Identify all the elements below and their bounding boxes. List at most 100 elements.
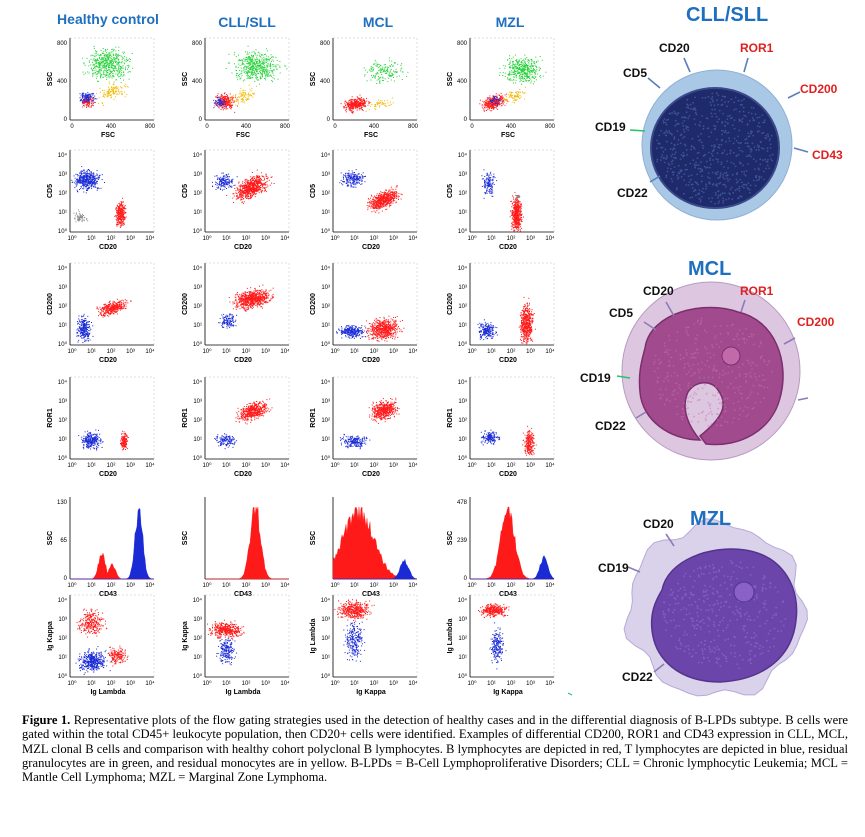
plot-y-tick: 10³ — [193, 285, 202, 291]
plot-y-label: SSC — [310, 72, 317, 86]
plot-y-label: CD200 — [447, 293, 454, 315]
plot-x-tick: 10¹ — [87, 463, 96, 469]
plot-y-tick: 10¹ — [321, 655, 330, 661]
population-cloud-0 — [518, 296, 536, 345]
plot-y-tick: 10¹ — [58, 210, 67, 216]
plot-x-tick: 400 — [106, 124, 117, 130]
plot-x-tick: 10⁰ — [330, 680, 340, 687]
plot-r4-c2: CD43 SSC 10⁰ 10¹ 10² 10³ 10⁴ — [310, 497, 418, 598]
plot-y-tick: 10² — [458, 191, 467, 197]
histogram-peak-2 — [70, 508, 155, 580]
plot-x-tick: 10⁴ — [545, 235, 555, 242]
plot-x-tick: 400 — [241, 124, 252, 130]
plot-y-tick: 10³ — [58, 285, 67, 291]
plot-x-tick: 10⁴ — [280, 582, 290, 589]
plot-y-label: Ig Kappa — [47, 621, 54, 651]
population-cloud-1 — [76, 313, 94, 344]
plot-x-tick: 10⁴ — [145, 348, 155, 355]
plot-y-tick: 10³ — [58, 617, 67, 623]
plot-x-label: FSC — [101, 132, 115, 139]
plot-x-tick: 10¹ — [87, 349, 96, 355]
mcl-marker-cd19: CD19 — [580, 371, 611, 385]
plot-y-tick: 10¹ — [58, 655, 67, 661]
plot-y-tick: 10⁰ — [58, 455, 68, 462]
population-cloud-2 — [515, 194, 521, 199]
plot-y-tick: 10⁰ — [193, 455, 203, 462]
plot-x-label: Ig Kappa — [493, 689, 523, 696]
plot-y-tick: 10⁴ — [58, 152, 68, 159]
plot-y-label: CD5 — [447, 184, 454, 198]
plot-r5-c3: Ig Kappa Ig Lambda 10⁰ 10¹ 10² 10³ 10⁴ 10⁰ 10¹ 10… — [447, 594, 555, 696]
cll-marker-cd43: CD43 — [812, 148, 843, 162]
plot-y-tick: 10² — [321, 636, 330, 642]
plot-x-tick: 10¹ — [350, 463, 359, 469]
plot-y-tick: 10¹ — [321, 323, 330, 329]
plot-y-tick: 10⁴ — [321, 597, 331, 604]
plot-y-tick: 10² — [58, 191, 67, 197]
plot-y-tick: 10⁴ — [458, 152, 468, 159]
plot-y-tick: 65 — [60, 538, 67, 544]
plot-y-label: SSC — [310, 531, 317, 545]
plot-y-tick: 10³ — [321, 285, 330, 291]
plot-y-tick: 10⁴ — [193, 152, 203, 159]
plot-x-tick: 10² — [242, 681, 251, 687]
plot-r0-c2: FSC SSC 0 400 800 0 400 800 — [310, 37, 419, 139]
cll-marker-cd200: CD200 — [800, 82, 838, 96]
plot-x-label: CD20 — [499, 357, 517, 364]
plot-x-tick: 10⁴ — [408, 235, 418, 242]
mzl-spike-cd22 — [653, 663, 665, 673]
population-cloud-1 — [489, 622, 507, 670]
plot-x-tick: 10⁴ — [408, 462, 418, 469]
flow-cytometry-figure: FSC SSC 0 400 800 0 400 800 FSC SSC 0 400 800 0 400 800… — [47, 37, 809, 697]
plot-y-label: ROR1 — [47, 408, 54, 428]
column-header-mcl: MCL — [362, 14, 394, 30]
plot-y-tick: 0 — [464, 576, 468, 582]
plot-x-label: CD20 — [99, 471, 117, 478]
plot-y-tick: 10¹ — [458, 210, 467, 216]
plot-x-tick: 10¹ — [487, 236, 496, 242]
plot-x-tick: 400 — [506, 124, 517, 130]
mzl-marker-cd22: CD22 — [622, 670, 653, 684]
population-cloud-3 — [81, 96, 96, 108]
plot-x-label: FSC — [501, 132, 515, 139]
plot-x-tick: 10³ — [389, 583, 398, 589]
histogram-peak-1 — [470, 555, 555, 580]
mcl-marker-cd5: CD5 — [609, 306, 634, 320]
plot-y-tick: 10⁴ — [458, 597, 468, 604]
population-cloud-1 — [214, 433, 237, 450]
plot-x-tick: 10⁰ — [202, 348, 212, 355]
plot-y-tick: 10⁰ — [58, 228, 68, 235]
nucleus-texture — [662, 559, 787, 670]
plot-x-tick: 10⁴ — [145, 462, 155, 469]
plot-y-tick: 10² — [193, 418, 202, 424]
plot-x-tick: 10² — [107, 583, 116, 589]
plot-r3-c1: CD20 ROR1 10⁰ 10¹ 10² 10³ 10⁴ 10⁰ 10¹ 10² 10³ 10⁴ — [182, 376, 290, 478]
mcl-marker-cd22: CD22 — [595, 419, 626, 433]
population-cloud-0 — [368, 397, 400, 424]
plot-x-tick: 10⁰ — [467, 462, 477, 469]
plot-x-tick: 10³ — [261, 236, 270, 242]
plot-x-tick: 10³ — [261, 583, 270, 589]
population-cloud-1 — [216, 637, 237, 666]
population-cloud-0 — [499, 54, 547, 85]
plot-x-tick: 10² — [507, 681, 516, 687]
plot-x-tick: 10² — [242, 583, 251, 589]
plot-y-tick: 10⁰ — [458, 673, 468, 680]
plot-y-tick: 10² — [458, 418, 467, 424]
column-header-mzl: MZL — [495, 14, 525, 30]
plot-y-label: SSC — [47, 531, 54, 545]
plot-y-tick: 0 — [199, 117, 203, 123]
cll-marker-cd19: CD19 — [595, 120, 626, 134]
plot-r1-c3: CD20 CD5 10⁰ 10¹ 10² 10³ 10⁴ 10⁰ 10¹ 10² 10³ 10⁴ — [447, 149, 555, 251]
population-cloud-1 — [75, 646, 112, 675]
plot-y-tick: 10⁰ — [58, 341, 68, 348]
plot-y-tick: 400 — [192, 79, 203, 85]
cll-marker-cd20: CD20 — [659, 41, 690, 55]
plot-x-tick: 10³ — [126, 236, 135, 242]
plot-y-tick: 10¹ — [321, 210, 330, 216]
population-cloud-0 — [480, 429, 501, 446]
cll-spike-cd19 — [629, 129, 646, 132]
plot-y-tick: 10² — [58, 636, 67, 642]
plot-x-label: CD20 — [499, 244, 517, 251]
plot-x-tick: 10⁴ — [408, 348, 418, 355]
